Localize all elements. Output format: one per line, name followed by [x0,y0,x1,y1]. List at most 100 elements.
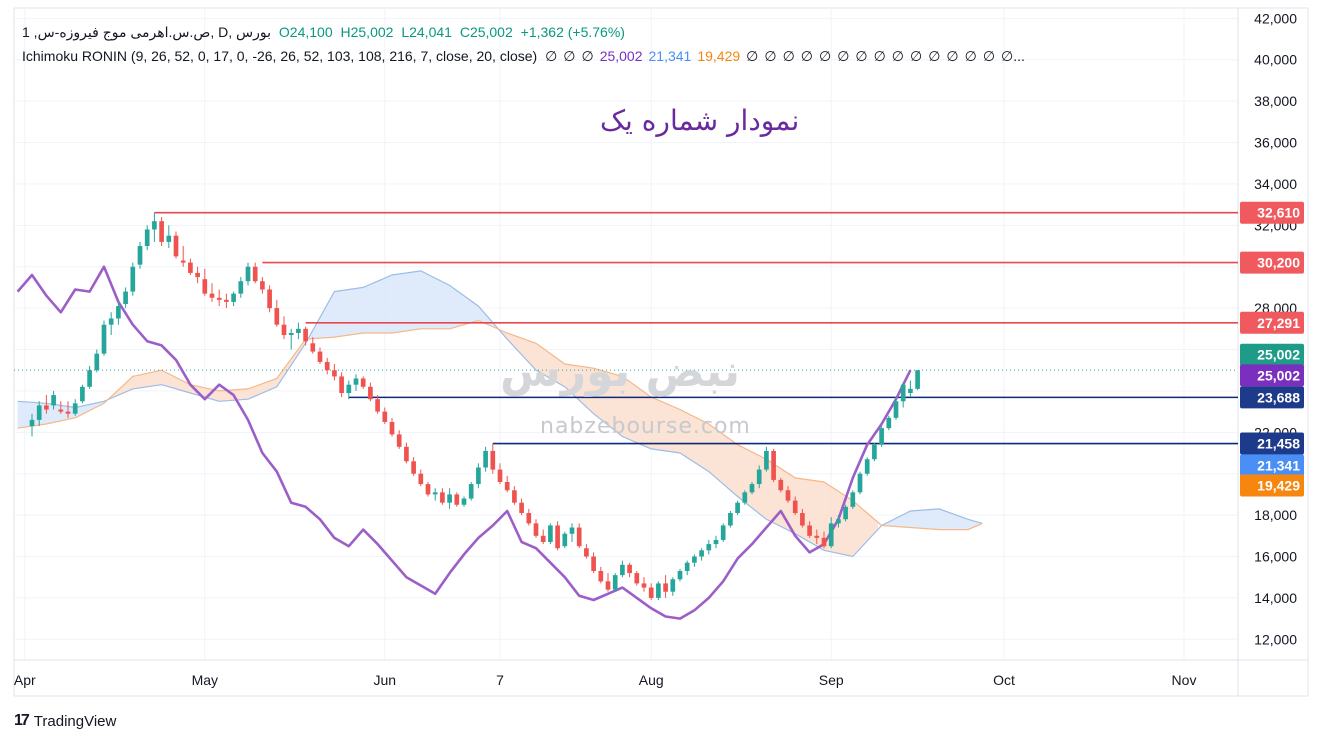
candle [749,481,755,495]
candle [864,457,870,476]
price-tag: 27,291 [1240,311,1304,334]
indicator-value: ∅ [746,48,759,64]
candle-body [231,293,236,302]
candle [101,320,107,356]
ohlc-open: O24,100 [278,24,333,40]
indicator-value: ∅ [764,48,777,64]
price-tag: 25,002 [1240,343,1304,366]
candle-body [425,484,431,495]
price-tag-box [1240,454,1304,477]
candle [764,446,769,472]
candle-body [756,469,762,485]
candle [692,554,697,567]
candle-body [836,519,841,524]
candle [396,430,402,449]
candle [180,246,186,267]
candle-body [706,544,712,551]
indicator-value: ∅ [837,48,850,64]
candle [576,523,582,549]
candle [87,366,92,389]
candle-body [188,262,193,273]
candle [569,523,575,543]
candle-body [792,500,798,514]
candle [483,446,488,472]
candle [771,448,776,482]
candle-body [80,386,85,402]
candle-body [749,484,755,493]
candle [512,486,517,505]
candle-body [800,513,805,526]
price-tag-label: 25,002 [1257,367,1300,383]
candle [94,349,100,373]
candle-body [663,583,668,592]
candle [533,519,539,538]
ichimoku-cloud [111,339,306,402]
indicator-value: ∅ [581,48,594,64]
candle-body [144,229,150,247]
candle-body [346,384,352,393]
candle [245,262,251,286]
indicator-value: ∅ [873,48,886,64]
candle [404,442,409,464]
y-tick-label: 12,000 [1254,631,1297,647]
candle-body [540,535,546,543]
senkou-span-a [17,270,983,558]
candle-body [375,399,380,412]
candle [915,370,920,391]
candle [360,376,366,389]
candle [713,535,719,549]
candle-body [670,579,676,592]
y-tick-label: 14,000 [1254,590,1297,606]
candle-body [807,525,812,536]
candle [123,287,128,309]
x-tick-label: Sep [819,672,844,688]
x-tick-label: May [192,672,218,688]
candle-body [252,266,258,282]
candle [209,283,215,302]
indicator-value: ∅... [1001,48,1025,64]
candle-body [713,539,719,545]
symbol-line: 1 ,ص.س.اهرمی موج فیروزه-س, D, بورس [22,24,271,40]
candle-body [548,525,553,543]
candle-body [195,272,200,278]
candle [130,262,136,296]
candle-body [123,291,128,304]
candle [836,515,841,528]
indicator-value: ∅ [563,48,576,64]
candle-body [728,513,733,526]
candle [634,570,640,586]
candle [137,241,143,269]
indicator-header: Ichimoku RONIN (9, 26, 52, 0, 17, 0, -26… [22,48,1035,65]
tradingview-footer[interactable]: 17 TradingView [14,712,116,730]
candle-body [152,221,157,230]
candle-body [65,411,71,414]
price-tag-box [1240,251,1304,274]
candle [670,577,676,596]
candle [310,337,316,354]
candle [447,488,452,509]
candle [389,417,395,437]
candle [555,521,560,551]
indicator-values: ∅ ∅ ∅ 25,002 21,341 19,429 ∅ ∅ ∅ ∅ ∅ ∅ ∅ ∅ ∅ ∅ ∅ ∅ ∅ ∅ ∅... [545,48,1031,64]
candle-body [461,498,467,505]
candle-body [310,343,316,352]
candle [188,258,193,276]
indicator-name[interactable]: Ichimoku RONIN (9, 26, 52, 0, 17, 0, -26… [22,48,538,64]
candle [519,498,524,516]
candle-body [699,550,704,557]
candle-body [591,556,596,571]
candle [58,401,64,414]
candle [735,500,740,516]
candle-body [447,494,452,503]
chart-frame [13,7,1309,697]
candle-body [36,405,42,420]
candle [699,548,704,561]
price-tag: 32,610 [1240,201,1304,224]
indicator-value: ∅ [964,48,977,64]
price-tag-label: 32,610 [1257,205,1300,221]
candle-body [368,386,373,400]
price-tag-label: 30,200 [1257,255,1300,271]
candle [375,395,380,414]
price-tag-label: 21,341 [1257,457,1300,473]
